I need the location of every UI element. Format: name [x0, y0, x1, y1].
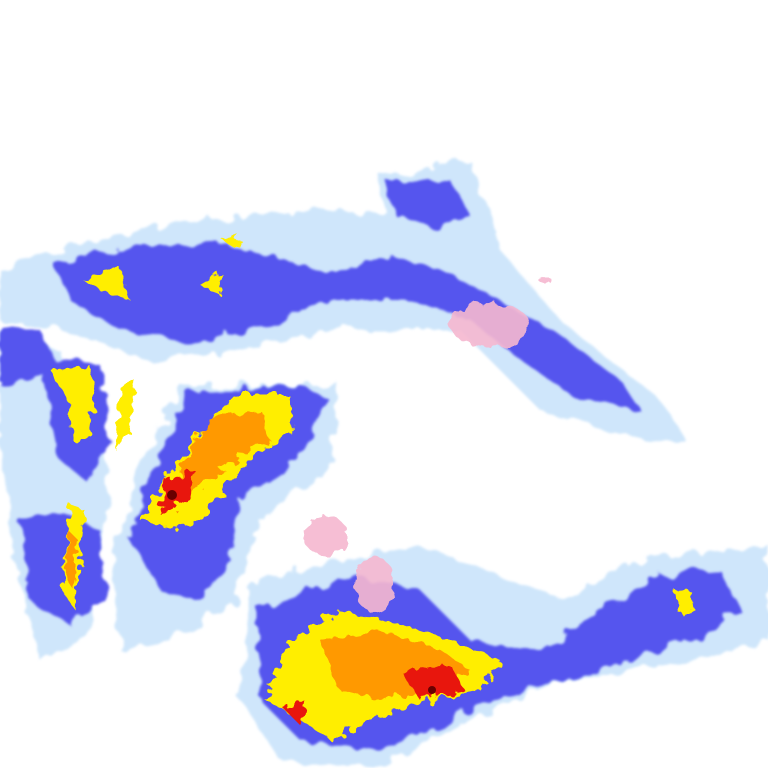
extreme-rain-cores [160, 470, 465, 725]
storm-core-points [167, 490, 436, 694]
mixed-precip-areas [303, 276, 551, 613]
